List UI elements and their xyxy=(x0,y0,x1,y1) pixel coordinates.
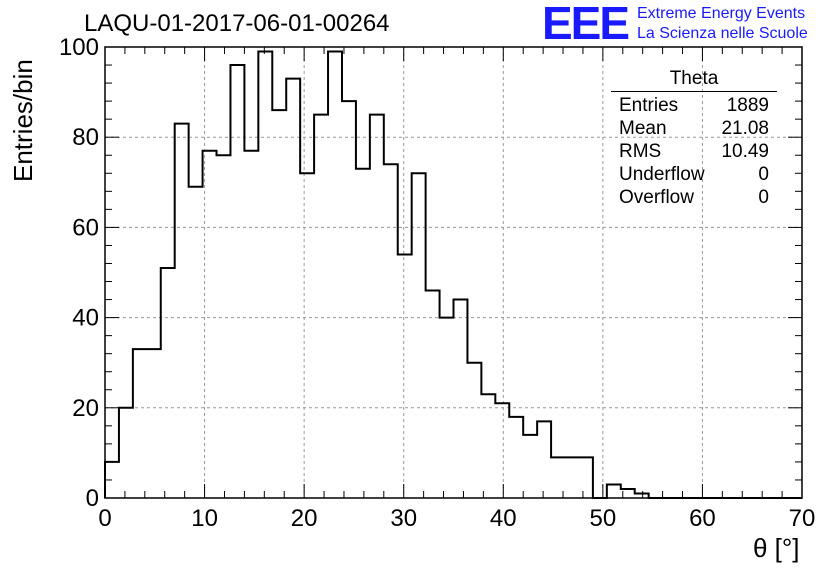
histogram-bin xyxy=(384,164,398,498)
histogram-bin xyxy=(426,291,440,498)
stats-row-rms: RMS 10.49 xyxy=(611,140,777,163)
histogram-bin xyxy=(244,151,258,498)
histogram-bin xyxy=(189,187,203,498)
y-tick-label: 80 xyxy=(72,124,99,151)
histogram-bin xyxy=(481,394,495,498)
histogram-bin xyxy=(398,254,412,498)
stats-row-overflow: Overflow 0 xyxy=(611,186,777,209)
histogram-bin xyxy=(579,457,593,498)
histogram-bin xyxy=(495,403,509,498)
histogram-bin xyxy=(454,300,468,498)
x-tick-label: 50 xyxy=(590,505,617,532)
histogram-outline xyxy=(104,50,802,499)
stats-label: Mean xyxy=(619,118,667,139)
x-tick-label: 40 xyxy=(490,505,517,532)
histogram-bin xyxy=(161,268,175,498)
histogram-bin xyxy=(286,79,300,498)
logo-line-1: Extreme Energy Events xyxy=(637,5,806,22)
histogram-bin xyxy=(300,173,314,498)
stats-box-title: Theta xyxy=(611,68,777,92)
chart-title: LAQU-01-2017-06-01-00264 xyxy=(84,10,390,37)
stats-label: Underflow xyxy=(619,164,705,185)
histogram-bin xyxy=(607,484,621,498)
histogram-bin xyxy=(356,169,370,498)
histogram-bin xyxy=(370,115,384,498)
histogram-bin xyxy=(537,421,551,498)
stats-value: 10.49 xyxy=(721,141,769,162)
stats-row-underflow: Underflow 0 xyxy=(611,163,777,186)
y-tick-label: 60 xyxy=(72,214,99,241)
y-tick-label: 0 xyxy=(86,485,99,512)
stats-value: 0 xyxy=(758,164,769,185)
histogram-bin xyxy=(175,124,189,498)
y-axis-label: Entries/bin xyxy=(8,59,38,182)
histogram-bin xyxy=(147,349,161,498)
histogram-bin xyxy=(440,318,454,498)
x-tick-label: 70 xyxy=(789,505,816,532)
plot-frame xyxy=(104,46,803,499)
eee-logo: EEE xyxy=(542,0,630,49)
y-tick-label: 20 xyxy=(72,395,99,422)
histogram-bin xyxy=(272,110,286,498)
stats-label: Overflow xyxy=(619,187,694,208)
histogram-bin xyxy=(217,155,231,498)
stats-value: 0 xyxy=(758,187,769,208)
histogram-bin xyxy=(509,417,523,498)
stats-row-entries: Entries 1889 xyxy=(611,94,777,117)
y-tick-label: 100 xyxy=(59,34,99,61)
stats-row-mean: Mean 21.08 xyxy=(611,117,777,140)
x-tick-label: 20 xyxy=(291,505,318,532)
stats-value: 21.08 xyxy=(721,118,769,139)
histogram-bin xyxy=(523,435,537,498)
histogram-bin xyxy=(328,52,342,498)
histogram-bin xyxy=(314,115,328,498)
histogram-bin xyxy=(342,101,356,498)
stats-value: 1889 xyxy=(726,95,769,116)
histogram-bin xyxy=(467,363,481,498)
x-tick-label: 60 xyxy=(689,505,716,532)
histogram-bin xyxy=(565,457,579,498)
histogram-bin xyxy=(230,65,244,498)
x-tick-label: 30 xyxy=(390,505,417,532)
histogram-bin xyxy=(119,408,133,498)
histogram-bin xyxy=(133,349,147,498)
x-axis-label: θ [°] xyxy=(753,533,800,563)
histogram-bin xyxy=(412,173,426,498)
x-tick-label: 10 xyxy=(191,505,218,532)
histogram-bin xyxy=(258,52,272,498)
stats-label: RMS xyxy=(619,141,662,162)
logo-caption: Extreme Energy Events La Scienza nelle S… xyxy=(637,4,808,44)
logo-line-2: La Scienza nelle Scuole xyxy=(637,25,808,42)
stats-box: Theta Entries 1889 Mean 21.08 RMS 10.49 Und… xyxy=(611,68,777,209)
x-tick-label: 0 xyxy=(98,505,111,532)
stats-label: Entries xyxy=(619,95,679,116)
histogram-bin xyxy=(203,151,217,498)
y-tick-label: 40 xyxy=(72,305,99,332)
